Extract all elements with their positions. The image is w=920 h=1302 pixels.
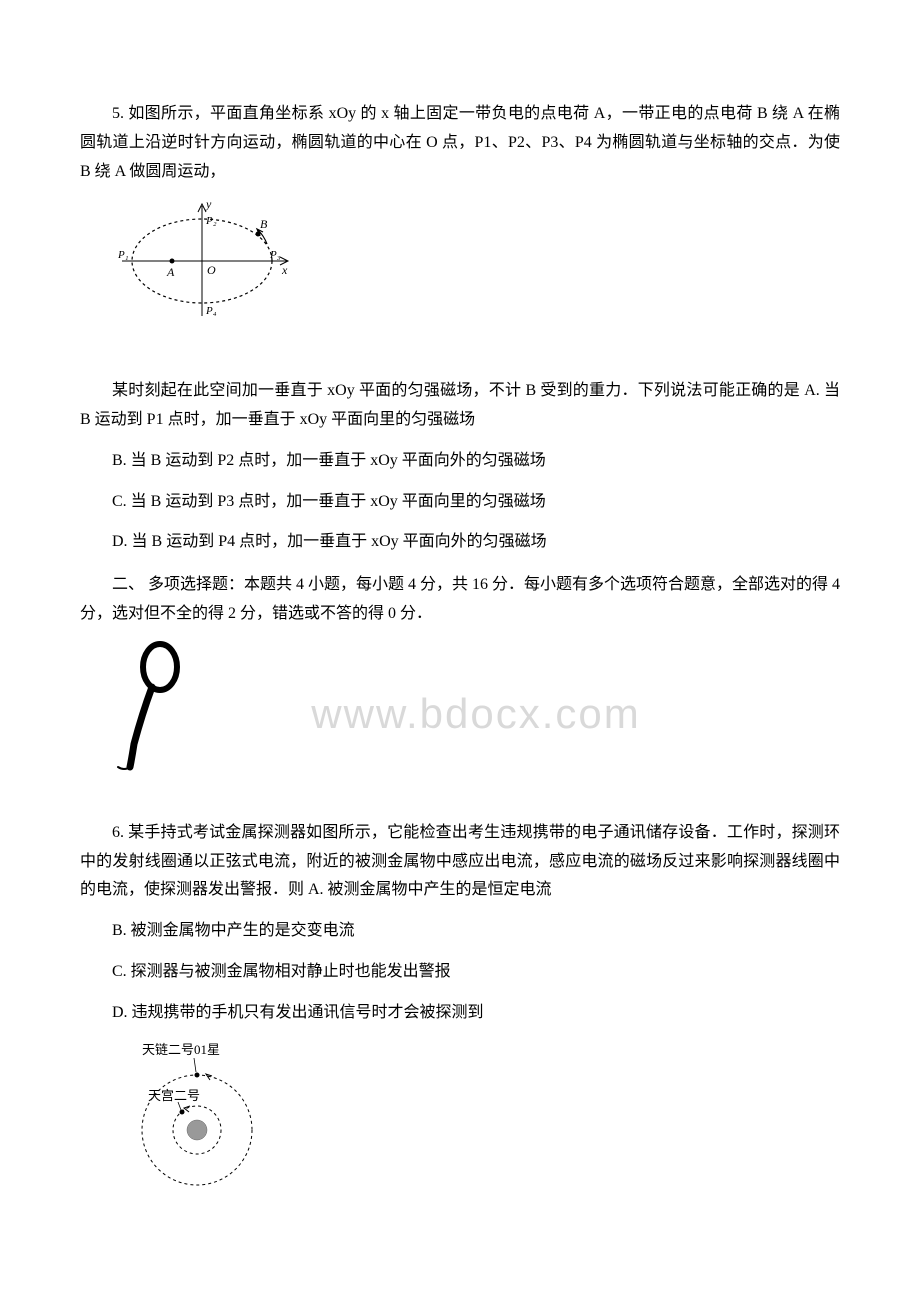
satellite-orbit-diagram: 天链二号01星 天宫二号 <box>112 1038 282 1193</box>
q5-stem-part1: 5. 如图所示，平面直角坐标系 xOy 的 x 轴上固定一带负电的点电荷 A，一… <box>80 100 840 186</box>
q7-figure: 天链二号01星 天宫二号 <box>112 1038 840 1204</box>
point-b-label: B <box>260 217 268 231</box>
p3-label: P₃ <box>269 249 281 261</box>
q5-option-d: D. 当 B 运动到 P4 点时，加一垂直于 xOy 平面向外的匀强磁场 <box>80 528 840 557</box>
q5-option-b: B. 当 B 运动到 P2 点时，加一垂直于 xOy 平面向外的匀强磁场 <box>80 447 840 476</box>
q5-stem-part2: 某时刻起在此空间加一垂直于 xOy 平面的匀强磁场，不计 B 受到的重力．下列说… <box>80 377 840 435</box>
inner-sat-label: 天宫二号 <box>148 1088 200 1103</box>
q6-stem: 6. 某手持式考试金属探测器如图所示，它能检查出考生违规携带的电子通讯储存设备．… <box>80 819 840 905</box>
axis-y-label: y <box>205 197 212 211</box>
section-2-heading: 二、 多项选择题：本题共 4 小题，每小题 4 分，共 16 分．每小题有多个选… <box>80 571 840 629</box>
metal-detector-icon <box>112 639 202 784</box>
q6-option-c: C. 探测器与被测金属物相对静止时也能发出警报 <box>80 958 840 987</box>
p1-label: P₁ <box>117 249 129 261</box>
axis-x-label: x <box>281 263 288 277</box>
outer-sat-label: 天链二号01星 <box>142 1042 220 1057</box>
p4-label: P₄ <box>205 305 217 317</box>
q5-option-c: C. 当 B 运动到 P3 点时，加一垂直于 xOy 平面向里的匀强磁场 <box>80 488 840 517</box>
q5-figure: y x O A B P₁ P₂ P₃ P₄ <box>112 196 840 337</box>
q6-option-d: D. 违规携带的手机只有发出通讯信号时才会被探测到 <box>80 999 840 1028</box>
point-a-label: A <box>166 265 175 279</box>
ellipse-orbit-diagram: y x O A B P₁ P₂ P₃ P₄ <box>112 196 292 326</box>
q6-figure-container: www.bdocx.com <box>112 639 840 789</box>
p2-label: P₂ <box>205 215 217 227</box>
q6-option-b: B. 被测金属物中产生的是交变电流 <box>80 917 840 946</box>
origin-label: O <box>207 263 216 277</box>
